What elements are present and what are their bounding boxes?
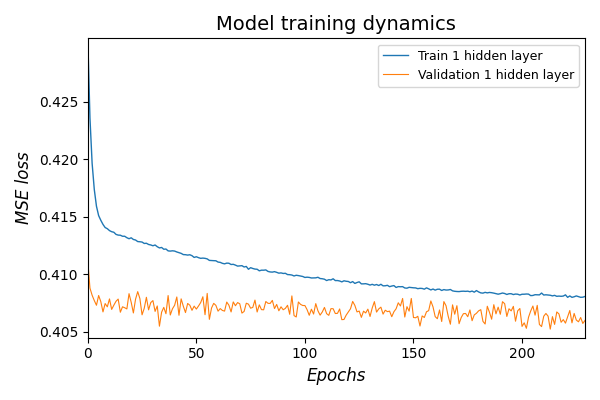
Y-axis label: MSE loss: MSE loss	[15, 152, 33, 224]
Train 1 hidden layer	[254, 267, 261, 272]
Validation 1 hidden layer	[175, 313, 182, 318]
Train 1 hidden layer	[477, 290, 484, 295]
Train 1 hidden layer	[579, 295, 586, 300]
Title: Model training dynamics: Model training dynamics	[217, 15, 457, 34]
Line: Train 1 hidden layer: Train 1 hidden layer	[88, 38, 585, 297]
Train 1 hidden layer	[568, 295, 575, 300]
Train 1 hidden layer	[84, 36, 91, 40]
Train 1 hidden layer	[488, 290, 495, 295]
Validation 1 hidden layer	[547, 327, 554, 332]
Train 1 hidden layer	[581, 294, 589, 299]
Validation 1 hidden layer	[579, 321, 586, 326]
Legend: Train 1 hidden layer, Validation 1 hidden layer: Train 1 hidden layer, Validation 1 hidde…	[377, 44, 579, 87]
Train 1 hidden layer	[544, 292, 551, 297]
Line: Validation 1 hidden layer: Validation 1 hidden layer	[88, 260, 585, 329]
Validation 1 hidden layer	[581, 318, 589, 323]
Train 1 hidden layer	[175, 250, 182, 255]
Validation 1 hidden layer	[254, 310, 261, 314]
Validation 1 hidden layer	[544, 314, 551, 318]
Validation 1 hidden layer	[84, 258, 91, 263]
Validation 1 hidden layer	[477, 307, 484, 312]
Validation 1 hidden layer	[488, 317, 495, 322]
X-axis label: Epochs: Epochs	[307, 367, 366, 385]
